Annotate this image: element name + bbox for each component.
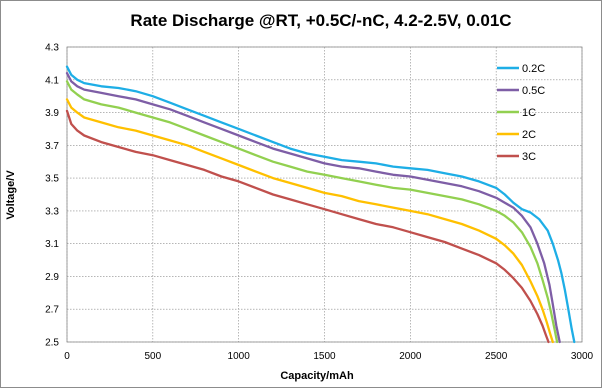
series-line-1c <box>65 80 559 344</box>
y-axis-label: Voltage/V <box>5 170 17 220</box>
y-tick-label: 3.5 <box>45 174 59 185</box>
x-axis-label: Capacity/mAh <box>280 370 354 382</box>
x-tick-label: 2000 <box>399 351 422 362</box>
legend: 0.2C 0.5C 1C 2C 3C <box>497 63 545 163</box>
y-tick-label: 3.9 <box>45 108 59 119</box>
chart-title: Rate Discharge @RT, +0.5C/-nC, 4.2-2.5V,… <box>130 11 511 30</box>
legend-label: 2C <box>522 129 536 141</box>
x-tick-label: 2500 <box>485 351 508 362</box>
y-tick-label: 2.5 <box>45 338 59 349</box>
y-tick-label: 4.1 <box>45 75 59 86</box>
y-tick-label: 2.9 <box>45 272 59 283</box>
series-line-3c <box>65 109 550 344</box>
x-tick-label: 0 <box>64 351 70 362</box>
x-tick-label: 1500 <box>313 351 336 362</box>
plot-area <box>66 46 583 343</box>
x-tick-labels: 0 500 1000 1500 2000 2500 3000 <box>64 351 593 362</box>
series-lines <box>65 65 576 344</box>
y-tick-label: 2.7 <box>45 305 59 316</box>
x-tick-label: 500 <box>144 351 161 362</box>
y-tick-label: 3.1 <box>45 239 59 250</box>
legend-label: 0.2C <box>522 63 545 75</box>
series-line-0-2c <box>65 65 576 344</box>
series-line-0-5c <box>65 72 561 344</box>
x-tick-label: 3000 <box>571 351 594 362</box>
y-tick-label: 3.3 <box>45 206 59 217</box>
y-tick-labels: 2.5 2.7 2.9 3.1 3.3 3.5 3.7 3.9 4.1 4.3 <box>45 43 59 349</box>
legend-label: 0.5C <box>522 85 545 97</box>
legend-label: 1C <box>522 107 536 119</box>
y-tick-label: 4.3 <box>45 43 59 54</box>
legend-label: 3C <box>522 151 536 163</box>
y-tick-label: 3.7 <box>45 141 59 152</box>
series-line-2c <box>65 98 554 344</box>
x-tick-label: 1000 <box>228 351 251 362</box>
